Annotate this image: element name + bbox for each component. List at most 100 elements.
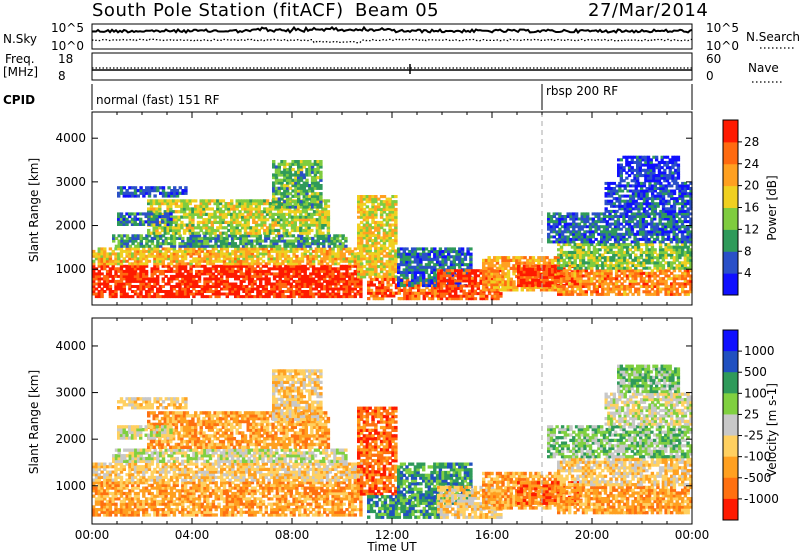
power-cell <box>156 257 160 261</box>
power-cell <box>342 264 346 268</box>
power-cell <box>562 258 566 262</box>
power-cell <box>445 297 449 301</box>
power-cell <box>161 264 165 268</box>
power-cell <box>302 162 306 166</box>
power-cell <box>257 202 261 206</box>
power-cell <box>385 220 390 224</box>
power-cell <box>576 269 580 273</box>
power-cell <box>175 252 179 256</box>
power-cell <box>147 252 152 256</box>
power-cell <box>271 218 275 222</box>
power-cell <box>272 176 276 180</box>
power-cell <box>598 253 602 257</box>
power-cell <box>206 290 210 293</box>
power-cell <box>302 192 306 196</box>
power-cell <box>310 168 315 172</box>
power-cell <box>277 212 281 216</box>
power-cell <box>490 294 495 298</box>
power-cell <box>275 257 280 261</box>
power-cell <box>587 261 591 265</box>
power-cell <box>277 178 281 182</box>
power-cell <box>243 207 248 211</box>
power-cell <box>311 272 316 276</box>
power-cell <box>306 254 310 258</box>
power-cell <box>158 207 162 211</box>
power-cell <box>645 279 649 283</box>
power-cell <box>391 239 395 243</box>
power-cell <box>260 226 264 230</box>
power-cell <box>336 262 341 266</box>
power-cell <box>310 162 315 166</box>
power-cell <box>359 292 363 296</box>
power-cell <box>336 247 341 251</box>
power-cell <box>479 269 483 273</box>
power-cell <box>394 259 398 263</box>
power-cell <box>397 252 401 256</box>
power-cell <box>263 202 267 206</box>
power-cell <box>308 236 312 240</box>
power-cell <box>197 252 202 256</box>
power-cell <box>614 277 619 281</box>
power-cell <box>281 262 285 266</box>
power-cell <box>362 223 367 227</box>
power-cell <box>184 189 188 193</box>
power-cell <box>323 252 327 256</box>
power-cell <box>100 259 104 263</box>
power-cell <box>442 284 447 288</box>
power-cell <box>302 184 306 188</box>
power-cell <box>241 223 245 227</box>
power-cell <box>308 189 312 193</box>
power-cell <box>218 210 223 214</box>
power-cell <box>163 223 167 227</box>
power-cell <box>336 249 341 253</box>
power-cell <box>479 289 483 293</box>
power-cell <box>303 274 307 278</box>
power-cells <box>92 155 693 301</box>
power-cell <box>661 269 666 273</box>
power-cell <box>182 207 187 211</box>
power-cell <box>675 282 679 286</box>
power-cell <box>528 256 533 260</box>
power-cell <box>447 270 451 274</box>
power-cell <box>181 290 185 293</box>
power-cell <box>166 210 170 214</box>
power-cell <box>202 218 206 222</box>
power-cell <box>221 226 226 230</box>
power-cell <box>225 269 229 273</box>
power-cell <box>253 274 257 278</box>
power-cell <box>321 210 325 214</box>
power-cell <box>272 192 276 196</box>
power-cell <box>359 202 364 206</box>
power-cell <box>144 285 149 288</box>
power-cell <box>298 282 302 286</box>
power-cell <box>394 239 398 243</box>
power-cell <box>338 239 343 243</box>
power-cell <box>236 277 241 281</box>
power-cell <box>542 261 547 265</box>
power-cell <box>295 282 299 286</box>
power-cell <box>256 290 260 293</box>
power-cell <box>465 279 469 283</box>
power-cell <box>422 284 426 288</box>
power-cell <box>368 254 372 258</box>
power-cell <box>261 264 266 268</box>
power-cell <box>295 285 299 288</box>
power-cell <box>394 241 398 245</box>
power-cell <box>305 205 309 209</box>
power-cell <box>232 204 237 208</box>
power-cell <box>222 247 227 251</box>
power-cell <box>242 264 246 268</box>
power-cell <box>531 285 536 289</box>
power-cell <box>590 243 594 247</box>
power-cell <box>189 279 193 283</box>
power-cell <box>219 236 224 240</box>
power-cell <box>319 173 323 177</box>
power-cell <box>158 254 163 258</box>
power-cell <box>153 292 157 296</box>
power-cell <box>362 228 367 232</box>
power-cell <box>444 260 448 264</box>
power-cell <box>105 279 110 283</box>
power-cell <box>399 257 404 261</box>
power-cell <box>150 279 154 283</box>
power-cell <box>259 285 263 288</box>
